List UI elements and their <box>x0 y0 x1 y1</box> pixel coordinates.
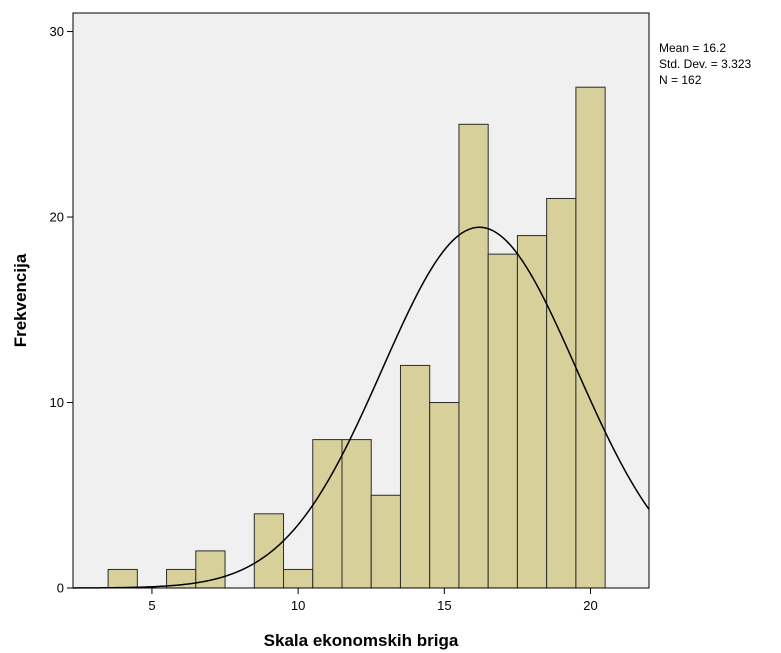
histogram-bar <box>283 568 314 589</box>
histogram-bar <box>516 235 548 589</box>
x-tick-label: 5 <box>148 598 155 613</box>
x-tick-label: 10 <box>291 598 305 613</box>
histogram-bar <box>487 253 518 589</box>
histogram-bar <box>107 568 138 589</box>
histogram-bar <box>312 439 343 589</box>
x-tick-label: 15 <box>437 598 451 613</box>
y-axis-title: Frekvencija <box>11 253 30 347</box>
y-tick-label: 30 <box>50 24 64 39</box>
stats-mean: Mean = 16.2 <box>659 41 726 55</box>
histogram-bar <box>546 197 577 589</box>
ticks-layer: 0 10 20 30 5 10 15 20 <box>50 24 598 613</box>
stats-std-dev: Std. Dev. = 3.323 <box>659 57 751 71</box>
histogram-bar <box>399 364 431 589</box>
plot-frame <box>72 12 650 589</box>
y-tick-label: 10 <box>50 395 64 410</box>
histogram-bar <box>575 86 606 589</box>
histogram-bar <box>370 494 401 589</box>
x-axis-title: Skala ekonomskih briga <box>264 631 459 650</box>
histogram-bar <box>458 123 489 589</box>
histogram-bar <box>341 439 372 589</box>
normal-curve <box>73 226 650 589</box>
stats-n: N = 162 <box>659 73 702 87</box>
histogram-bar <box>253 513 285 589</box>
y-tick-label: 20 <box>50 210 64 225</box>
y-tick-label: 0 <box>57 581 64 596</box>
histogram-bar <box>429 402 460 589</box>
x-tick-label: 20 <box>583 598 597 613</box>
